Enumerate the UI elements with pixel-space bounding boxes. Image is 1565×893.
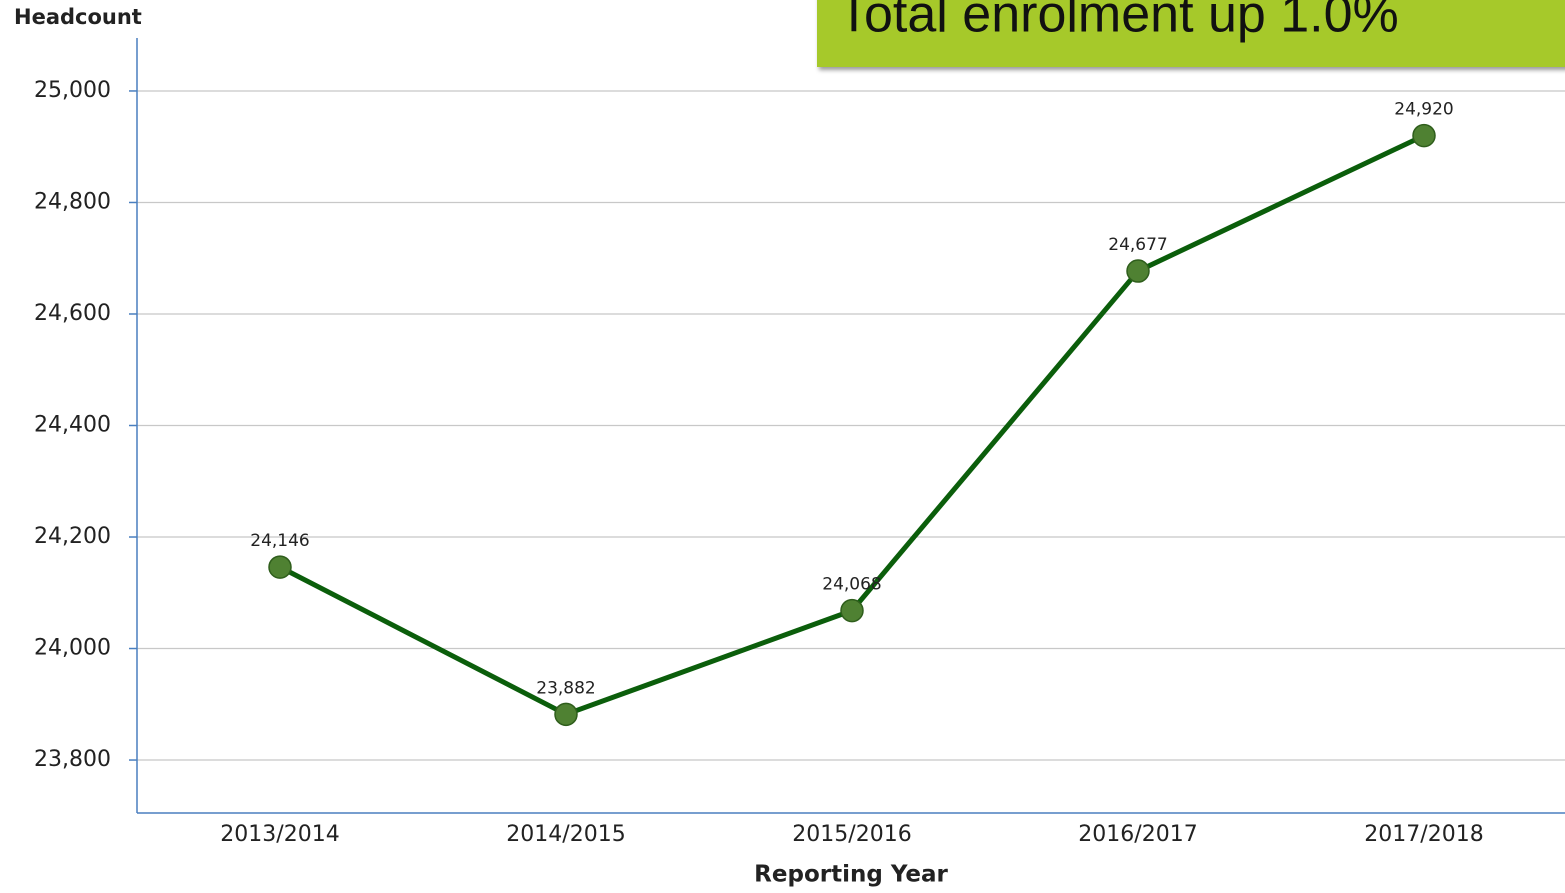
- y-tick-label: 24,000: [34, 636, 111, 661]
- y-tick-label: 24,200: [34, 524, 111, 549]
- data-label: 23,882: [536, 678, 595, 698]
- y-tick-label: 25,000: [34, 78, 111, 103]
- x-tick-label: 2016/2017: [1078, 822, 1197, 847]
- x-tick-label: 2015/2016: [792, 822, 911, 847]
- x-tick-label: 2017/2018: [1364, 822, 1483, 847]
- data-point: [840, 598, 864, 623]
- annotation: Total enrolment up 1.0%: [838, 0, 1399, 44]
- y-tick-label: 23,800: [34, 747, 111, 772]
- y-tick-label: 24,800: [34, 189, 111, 214]
- data-label: 24,068: [822, 575, 881, 595]
- data-label: 24,920: [1394, 100, 1453, 120]
- data-point: [1412, 123, 1436, 148]
- data-label: 24,677: [1108, 235, 1167, 255]
- data-point: [1126, 259, 1150, 283]
- data-point: [554, 702, 578, 727]
- annotation-box: [817, 0, 1565, 67]
- data-point: [268, 555, 292, 579]
- x-tick-label: 2014/2015: [506, 822, 625, 847]
- y-axis-title: Headcount: [14, 5, 142, 29]
- data-label: 24,146: [250, 531, 309, 551]
- y-tick-label: 24,400: [34, 413, 111, 438]
- x-tick-label: 2013/2014: [220, 822, 339, 847]
- x-axis-title: Reporting Year: [754, 862, 948, 888]
- y-tick-label: 24,600: [34, 301, 111, 326]
